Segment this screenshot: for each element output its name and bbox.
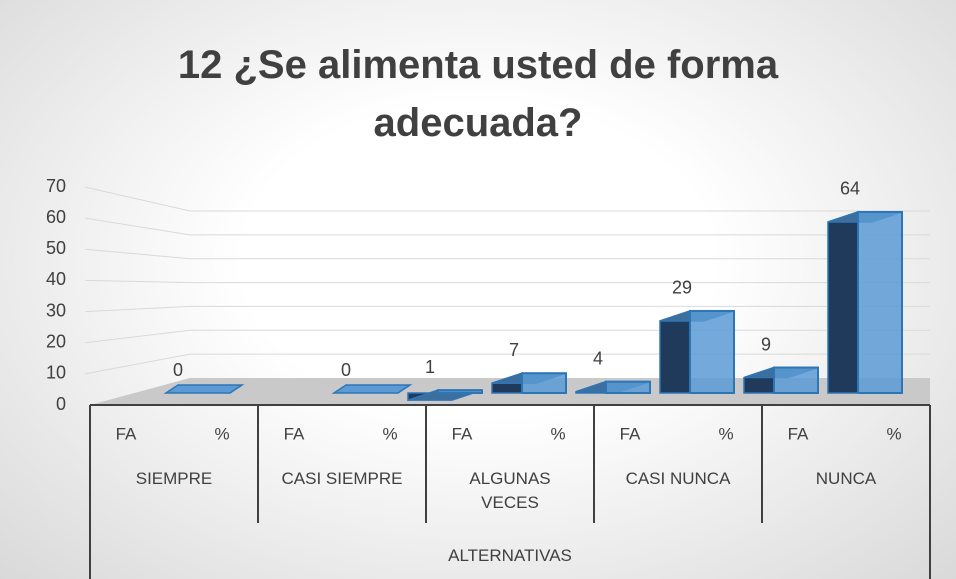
- bar-face: [331, 384, 413, 394]
- y-tick-label: 0: [56, 394, 66, 414]
- group-label: CASI NUNCA: [625, 469, 731, 488]
- bar: [331, 384, 413, 394]
- group-label: CASI SIEMPRE: [281, 469, 403, 488]
- grid-line: [84, 248, 930, 260]
- x-tick-label: %: [550, 424, 565, 443]
- y-tick-label: 60: [46, 207, 66, 227]
- y-tick-label: 40: [46, 269, 66, 289]
- y-tick-label: 70: [46, 176, 66, 196]
- data-label: 4: [593, 348, 603, 368]
- bar: [407, 389, 483, 402]
- bar-face: [163, 384, 245, 394]
- bar-face: [857, 210, 903, 394]
- bar: [827, 210, 903, 394]
- grid-line: [84, 217, 930, 236]
- x-tick-label: %: [382, 424, 397, 443]
- chart-title: 12 ¿Se alimenta usted de forma adecuada?: [177, 43, 779, 145]
- bar-face: [773, 366, 819, 394]
- bar: [575, 380, 651, 394]
- data-label: 0: [173, 360, 183, 380]
- bar-face: [827, 210, 859, 394]
- data-label: 64: [840, 179, 860, 199]
- bar-face: [605, 380, 651, 394]
- grid-line: [84, 186, 930, 212]
- data-label: 0: [341, 360, 351, 380]
- bar: [743, 366, 819, 394]
- x-tick-label: FA: [788, 424, 809, 443]
- group-label: NUNCA: [815, 469, 877, 488]
- x-tick-label: FA: [284, 424, 305, 443]
- data-label: 1: [425, 357, 435, 377]
- group-label: ALGUNAS VECES: [469, 469, 551, 512]
- bar: [659, 309, 735, 395]
- bar: [491, 372, 567, 395]
- grid-line: [84, 329, 930, 344]
- x-tick-label: FA: [116, 424, 137, 443]
- bar-face: [521, 372, 567, 395]
- bar-face: [437, 389, 483, 394]
- x-tick-label: %: [214, 424, 229, 443]
- y-tick-label: 20: [46, 331, 66, 351]
- grid-line: [84, 305, 930, 313]
- data-label: 9: [761, 334, 771, 354]
- x-tick-label: %: [886, 424, 901, 443]
- bar-face: [659, 309, 691, 394]
- bar-face: [689, 309, 735, 395]
- y-tick-label: 10: [46, 363, 66, 383]
- y-tick-label: 50: [46, 238, 66, 258]
- group-label: SIEMPRE: [135, 469, 213, 488]
- data-label: 29: [672, 278, 692, 298]
- y-tick-label: 30: [46, 300, 66, 320]
- x-tick-label: FA: [452, 424, 473, 443]
- x-axis-label: ALTERNATIVAS: [448, 546, 572, 565]
- x-tick-label: %: [718, 424, 733, 443]
- grid-line: [84, 279, 930, 284]
- data-label: 7: [509, 340, 519, 360]
- x-tick-label: FA: [620, 424, 641, 443]
- bar: [163, 384, 245, 394]
